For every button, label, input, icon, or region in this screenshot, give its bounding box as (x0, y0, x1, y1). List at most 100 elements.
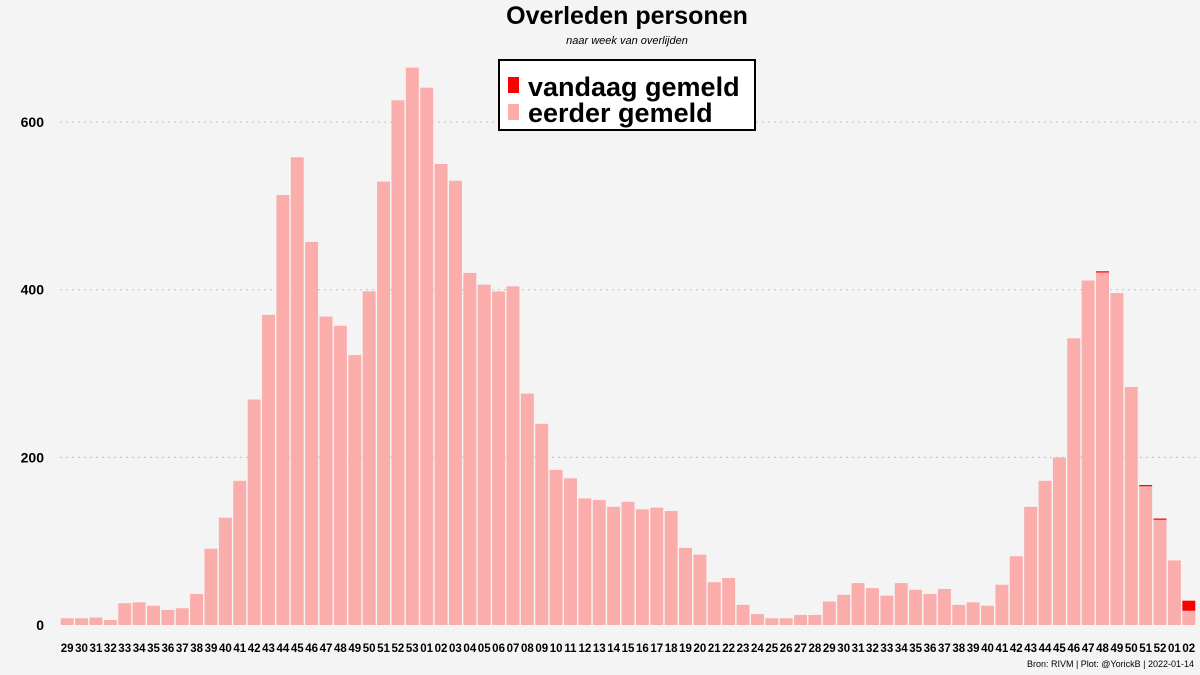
x-tick-46-17: 46 (305, 643, 318, 655)
bar-eerder-43-67 (1024, 506, 1038, 625)
bar-eerder-49-20 (348, 355, 362, 625)
x-tick-40-11: 40 (219, 643, 232, 655)
bar-eerder-42-13 (247, 399, 261, 625)
chart-subtitle: naar week van overlijden (566, 35, 688, 47)
bar-eerder-45-69 (1052, 457, 1066, 625)
x-tick-32-56: 32 (866, 643, 879, 655)
bar-eerder-22-46 (722, 578, 736, 625)
x-tick-47-71: 47 (1082, 643, 1095, 655)
x-tick-50-21: 50 (363, 643, 376, 655)
bar-vandaag-52-76 (1153, 518, 1167, 520)
bar-eerder-33-4 (118, 603, 132, 625)
y-tick-200: 200 (21, 449, 45, 465)
bar-eerder-44-15 (276, 194, 290, 625)
bar-eerder-38-9 (190, 593, 204, 625)
y-tick-0: 0 (36, 617, 44, 633)
bar-eerder-10-34 (549, 469, 563, 625)
x-tick-41-12: 41 (233, 643, 246, 655)
x-tick-53-24: 53 (406, 643, 419, 655)
y-tick-600: 600 (21, 114, 45, 130)
bar-eerder-31-55 (851, 583, 865, 625)
x-tick-20-44: 20 (694, 643, 707, 655)
x-tick-37-8: 37 (176, 643, 189, 655)
y-tick-400: 400 (21, 282, 45, 298)
bar-eerder-34-5 (132, 602, 146, 625)
x-tick-43-14: 43 (262, 643, 275, 655)
bar-eerder-31-2 (89, 617, 103, 625)
x-tick-34-5: 34 (133, 643, 146, 655)
bar-eerder-30-1 (75, 618, 89, 625)
bar-eerder-35-6 (146, 605, 160, 625)
x-tick-40-64: 40 (981, 643, 994, 655)
x-tick-05-29: 05 (478, 643, 491, 655)
x-tick-16-40: 16 (636, 643, 649, 655)
bar-eerder-33-57 (880, 595, 894, 625)
bar-eerder-29-0 (60, 618, 74, 625)
x-tick-18-42: 18 (665, 643, 678, 655)
legend-swatch-eerder (508, 104, 519, 120)
bar-eerder-27-51 (794, 614, 808, 625)
x-tick-13-37: 13 (593, 643, 606, 655)
bar-eerder-39-10 (204, 548, 218, 625)
bar-eerder-07-31 (506, 286, 520, 625)
bar-eerder-53-24 (405, 67, 419, 625)
legend-label-vandaag: vandaag gemeld (528, 72, 740, 102)
bar-eerder-28-52 (808, 614, 822, 625)
bar-eerder-30-54 (837, 594, 851, 625)
x-tick-34-58: 34 (895, 643, 908, 655)
x-tick-46-70: 46 (1067, 643, 1080, 655)
x-tick-21-45: 21 (708, 643, 721, 655)
x-tick-38-62: 38 (952, 643, 965, 655)
bar-eerder-25-49 (765, 618, 779, 625)
x-tick-30-54: 30 (837, 643, 850, 655)
bar-eerder-02-78 (1182, 610, 1196, 625)
x-tick-01-25: 01 (420, 643, 433, 655)
legend: vandaag gemeld eerder gemeld (498, 59, 756, 131)
bar-eerder-46-70 (1067, 338, 1081, 625)
bar-eerder-42-66 (1009, 556, 1023, 625)
bar-vandaag-51-75 (1139, 485, 1153, 487)
x-tick-27-51: 27 (794, 643, 807, 655)
x-tick-45-16: 45 (291, 643, 304, 655)
x-tick-51-22: 51 (377, 643, 390, 655)
x-tick-42-66: 42 (1010, 643, 1023, 655)
bar-eerder-43-14 (262, 314, 275, 625)
bar-eerder-09-33 (535, 423, 549, 625)
bar-eerder-44-68 (1038, 480, 1052, 625)
legend-swatch-vandaag (508, 77, 519, 93)
bar-eerder-49-73 (1110, 293, 1124, 625)
x-tick-42-13: 42 (248, 643, 261, 655)
bars (60, 67, 1196, 626)
x-tick-52-76: 52 (1154, 643, 1167, 655)
x-tick-39-63: 39 (967, 643, 980, 655)
x-tick-29-53: 29 (823, 643, 836, 655)
x-tick-01-77: 01 (1168, 643, 1181, 655)
bar-eerder-40-11 (218, 517, 232, 625)
bar-eerder-18-42 (664, 511, 678, 625)
bar-eerder-14-38 (607, 506, 621, 625)
x-tick-36-7: 36 (161, 643, 174, 655)
x-tick-39-10: 39 (205, 643, 218, 655)
bar-eerder-51-22 (377, 181, 391, 625)
x-tick-47-18: 47 (320, 643, 333, 655)
x-tick-35-6: 35 (147, 643, 160, 655)
chart-caption: Bron: RIVM | Plot: @YorickB | 2022-01-14 (1027, 659, 1194, 669)
bar-eerder-32-56 (865, 588, 879, 625)
bar-eerder-26-50 (779, 618, 793, 625)
x-tick-33-57: 33 (880, 643, 893, 655)
x-tick-49-20: 49 (348, 643, 361, 655)
x-tick-33-4: 33 (118, 643, 131, 655)
x-tick-19-43: 19 (679, 643, 692, 655)
x-tick-43-67: 43 (1024, 643, 1037, 655)
x-tick-12-36: 12 (578, 643, 591, 655)
bar-eerder-36-7 (161, 609, 175, 625)
x-tick-14-38: 14 (607, 643, 620, 655)
x-tick-17-41: 17 (650, 643, 663, 655)
x-tick-48-19: 48 (334, 643, 347, 655)
bar-eerder-36-60 (923, 593, 937, 625)
bar-eerder-20-44 (693, 554, 707, 625)
x-tick-38-9: 38 (190, 643, 203, 655)
x-tick-32-3: 32 (104, 643, 117, 655)
